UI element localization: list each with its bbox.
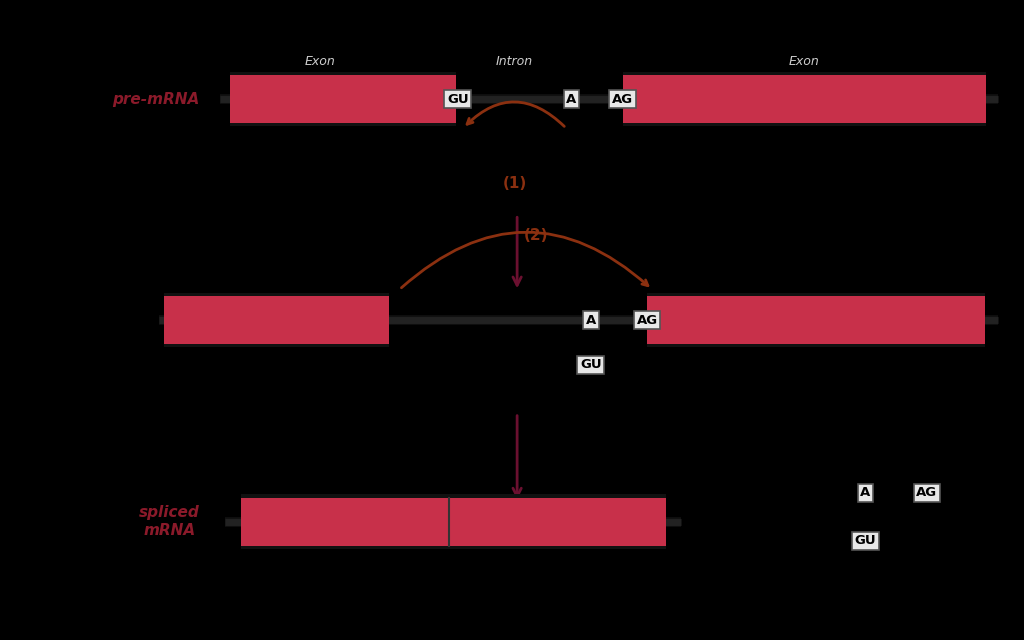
Bar xyxy=(623,76,986,123)
Bar xyxy=(164,293,389,347)
Bar xyxy=(647,296,985,344)
Text: A: A xyxy=(860,486,870,499)
Text: Exon: Exon xyxy=(305,54,336,67)
Text: Exon: Exon xyxy=(788,54,820,67)
Text: A: A xyxy=(566,93,577,106)
Bar xyxy=(623,72,986,126)
Bar xyxy=(647,293,985,347)
Text: AG: AG xyxy=(916,486,937,499)
Text: GU: GU xyxy=(854,534,877,547)
Bar xyxy=(230,72,456,126)
Text: (1): (1) xyxy=(503,177,526,191)
Text: GU: GU xyxy=(580,358,602,371)
Text: (2): (2) xyxy=(524,228,548,243)
Text: Intron: Intron xyxy=(496,54,534,67)
Bar xyxy=(241,498,666,545)
Text: AG: AG xyxy=(612,93,633,106)
Text: pre-mRNA: pre-mRNA xyxy=(113,92,200,107)
Text: A: A xyxy=(586,314,596,326)
Text: AG: AG xyxy=(637,314,657,326)
Bar xyxy=(164,296,389,344)
Bar xyxy=(241,495,666,549)
Bar xyxy=(230,76,456,123)
Text: GU: GU xyxy=(446,93,469,106)
Text: spliced
mRNA: spliced mRNA xyxy=(139,506,200,538)
